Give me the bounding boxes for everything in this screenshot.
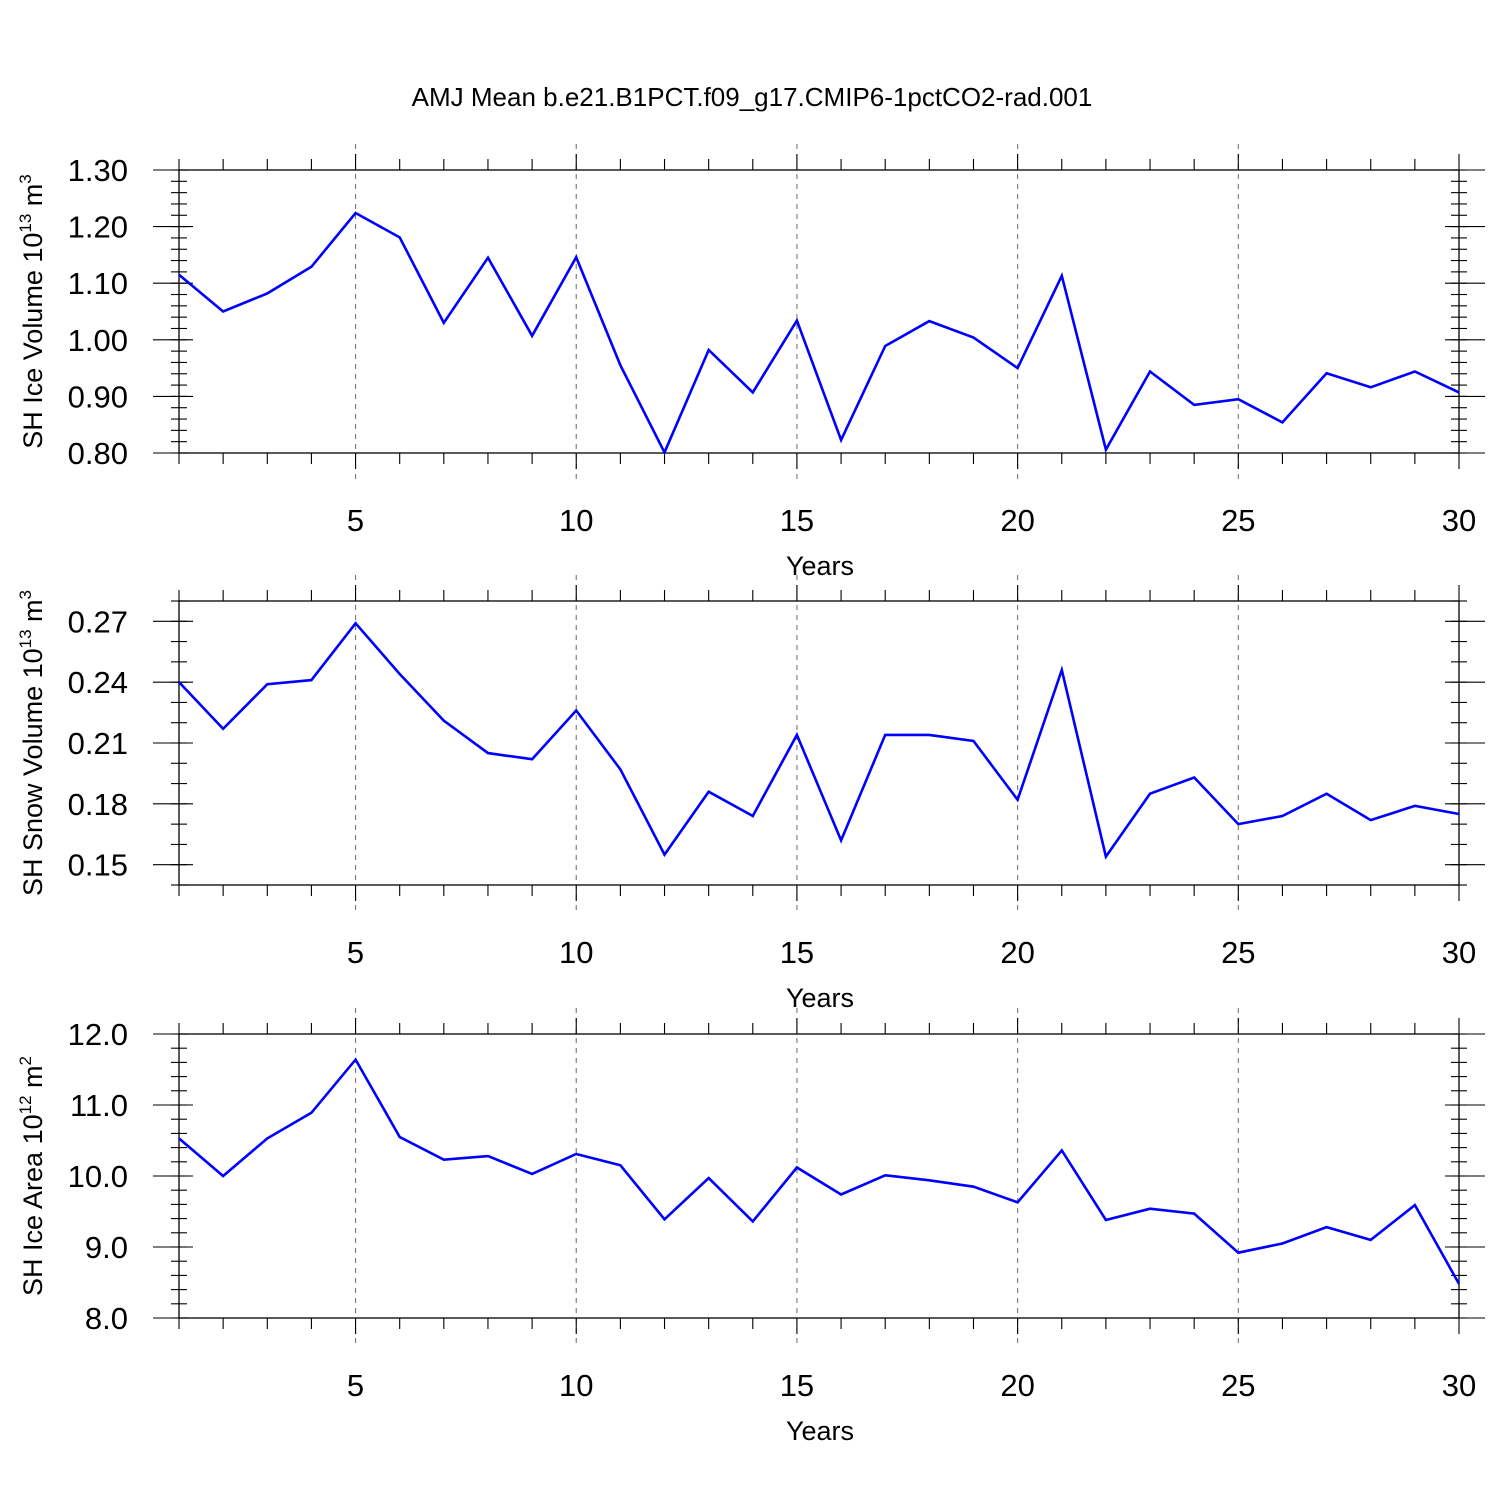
x-tick-label: 10 [559,1368,593,1403]
y-axis-label: SH Ice Area 1012 m2 [16,1056,48,1296]
plot-frame [178,1033,1460,1319]
x-tick-label: 5 [347,503,364,538]
x-tick-label: 5 [347,1368,364,1403]
y-axis-label: SH Snow Volume 1013 m3 [16,590,48,896]
y-tick-label: 1.00 [68,323,128,358]
x-tick-label: 15 [780,503,814,538]
y-axis-label-text: SH Snow Volume 10 [18,648,48,896]
x-tick-label: 25 [1221,935,1255,970]
x-tick-label: 10 [559,503,593,538]
y-axis-label-text: m [18,184,48,214]
y-tick-label: 1.20 [68,210,128,245]
x-tick-label: 10 [559,935,593,970]
x-tick-label: 20 [1000,503,1034,538]
series-line-3 [178,1057,1461,1285]
y-tick-label: 0.27 [68,604,128,639]
y-tick-label: 8.0 [85,1301,128,1336]
y-tick-label: 1.30 [68,153,128,188]
x-tick-label: 20 [1000,935,1034,970]
y-axis-label: SH Ice Volume 1013 m3 [16,174,48,449]
plot-frame [178,600,1460,886]
x-tick-label: 25 [1221,1368,1255,1403]
y-tick-label: 1.10 [68,266,128,301]
panels: 0.800.901.001.101.201.305 10 15 20 25 30Years… [16,144,1485,1446]
y-axis-label-exponent: 12 [16,1095,35,1114]
panel-3: 8.0 9.0 10.0 11.0 12.0 5 10 15 20 25 30 Years SH Ice… [16,1008,1485,1446]
y-tick-label: 12.0 [68,1017,128,1052]
y-tick-label: 0.80 [68,436,128,471]
y-axis-label-exponent: 2 [16,1056,35,1065]
y-axis-label-exponent: 13 [16,214,35,233]
y-tick-label: 9.0 [85,1230,128,1265]
y-axis-label-text: SH Ice Volume 10 [18,233,48,449]
x-axis-label: Years [786,1416,854,1446]
y-axis-label-text: SH Ice Area 10 [18,1114,48,1296]
series-line-1 [178,211,1460,456]
plot-frame [178,169,1460,454]
y-axis-label-text: m [18,599,48,629]
panel-2: 0.15 0.18 0.21 0.24 0.27 5 10 15 20 25 30 Years SH S… [16,575,1485,1013]
x-tick-label: 20 [1000,1368,1034,1403]
y-tick-label: 0.15 [68,848,128,883]
y-axis-label-exponent: 3 [16,174,35,183]
y-axis-label-exponent: 3 [16,590,35,599]
y-axis-label-exponent: 13 [16,629,35,648]
x-axis-label: Years [786,983,854,1013]
x-tick-label: 30 [1442,1368,1476,1403]
figure-title: AMJ Mean b.e21.B1PCT.f09_g17.CMIP6-1pctC… [412,82,1093,112]
x-tick-label: 15 [780,1368,814,1403]
y-tick-label: 0.24 [68,665,128,700]
x-tick-label: 5 [347,935,364,970]
y-axis-label-text: m [18,1065,48,1095]
y-tick-label: 0.21 [68,726,128,761]
y-tick-label: 0.18 [68,787,128,822]
x-axis-label: Years [786,551,854,581]
x-tick-label: 25 [1221,503,1255,538]
y-tick-label: 0.90 [68,379,128,414]
x-tick-label: 30 [1442,935,1476,970]
x-tick-label: 30 [1442,503,1476,538]
x-tick-label: 15 [780,935,814,970]
series-line-2 [178,621,1460,860]
panel-1: 0.80 0.90 1.00 1.10 1.20 1.30 5 10 15 20 25 30 Years… [16,144,1485,581]
y-tick-label: 11.0 [70,1088,128,1123]
y-tick-label: 10.0 [68,1159,128,1194]
